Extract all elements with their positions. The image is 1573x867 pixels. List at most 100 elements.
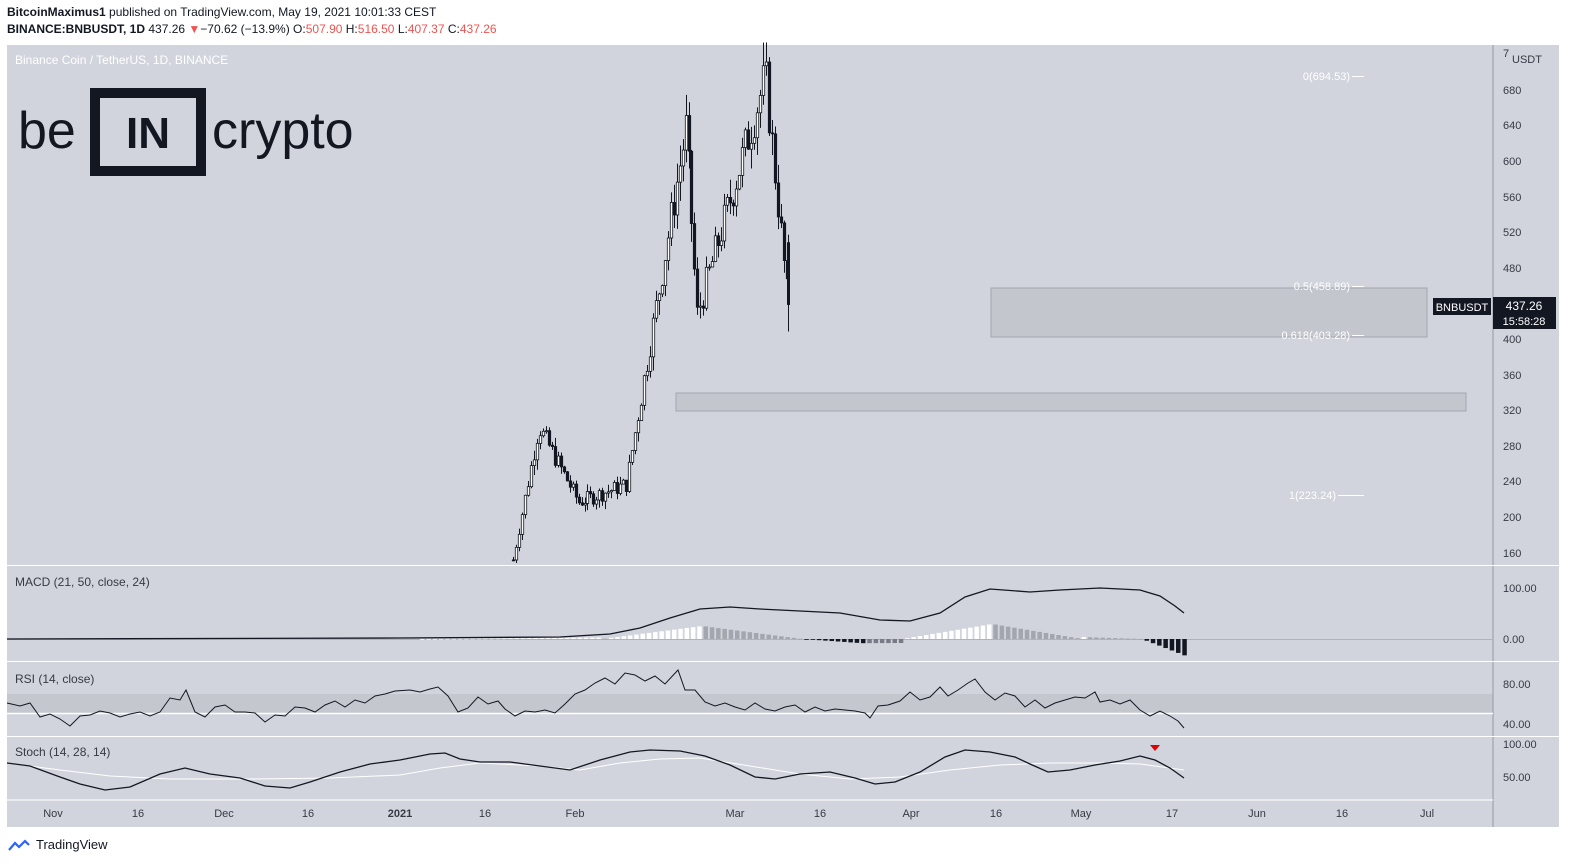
candle-body <box>734 188 739 207</box>
macd-bar <box>974 626 979 639</box>
price-tick: 360 <box>1503 370 1521 382</box>
macd-bar <box>911 637 916 639</box>
macd-bar <box>697 626 702 639</box>
tradingview-logo-icon <box>8 838 30 851</box>
macd-bar <box>571 637 576 639</box>
candle-body <box>538 435 543 444</box>
macd-bar <box>451 638 456 640</box>
macd-bar <box>823 639 828 641</box>
candle-body <box>764 61 769 67</box>
macd-bar <box>772 635 778 639</box>
candle-body <box>731 202 736 207</box>
price-tick: 560 <box>1503 192 1521 204</box>
price-tick: 280 <box>1503 441 1521 453</box>
candle-body <box>707 266 712 269</box>
macd-bar <box>835 639 841 642</box>
ohlc-c-label: C: <box>447 22 460 36</box>
candle-body <box>782 222 787 262</box>
price-axis-unit-top: 7 <box>1503 48 1509 60</box>
rsi-title: RSI (14, close) <box>15 672 94 686</box>
candle-body <box>645 370 650 377</box>
price-tick: 320 <box>1503 405 1521 417</box>
macd-bar <box>1043 632 1049 639</box>
macd-bar <box>1144 639 1149 641</box>
macd-bar <box>1163 639 1168 649</box>
macd-bar <box>716 628 721 639</box>
rsi-line <box>6 669 1185 729</box>
candle-body <box>710 261 715 268</box>
candle-body <box>577 496 582 504</box>
ohlc-high: 516.50 <box>357 22 395 36</box>
candle-body <box>544 430 549 433</box>
rsi-tick-80: 80.00 <box>1503 679 1531 691</box>
footer[interactable]: TradingView <box>8 837 108 852</box>
macd-bar <box>898 639 904 644</box>
macd-bar <box>1012 627 1017 639</box>
macd-bar <box>722 628 727 639</box>
price-tick: 200 <box>1503 512 1521 524</box>
macd-histogram <box>420 624 1187 656</box>
stoch-tick-100: 100.00 <box>1503 739 1537 751</box>
time-tick: 16 <box>1336 808 1348 820</box>
macd-bar <box>785 637 790 639</box>
candle-body-current <box>787 242 790 305</box>
macd-bar <box>539 638 545 639</box>
candle-body <box>562 466 567 473</box>
macd-bar <box>470 638 475 640</box>
candle-body <box>627 461 632 492</box>
macd-bar <box>527 638 532 639</box>
macd-bar <box>703 626 708 639</box>
time-tick: 16 <box>302 808 314 820</box>
candle-body <box>606 491 611 494</box>
candle-body <box>657 293 662 302</box>
support-zone-lower <box>675 392 1467 412</box>
candlestick-series <box>511 42 790 563</box>
macd-bar <box>602 638 608 640</box>
macd-bar <box>879 639 885 644</box>
candle-body <box>621 479 626 485</box>
macd-bar <box>760 633 765 639</box>
macd-bar <box>609 637 614 639</box>
candle-body <box>698 305 703 308</box>
macd-bar <box>634 634 639 639</box>
candle-body <box>681 149 686 167</box>
price-axis: 7 USDT 680 640 600 560 520 480 400 360 3… <box>1503 48 1542 560</box>
macd-bar <box>1037 631 1042 639</box>
logo-text-be: be <box>18 102 76 160</box>
support-zone-upper <box>990 287 1428 338</box>
logo-bracket-left <box>90 88 110 176</box>
candle-body <box>678 165 683 183</box>
candle-body <box>588 491 593 495</box>
macd-bar <box>1056 635 1061 639</box>
macd-bar <box>483 638 488 640</box>
price-badge-symbol: BNBUSDT <box>1436 302 1489 314</box>
macd-bar <box>886 639 891 644</box>
price-change: −70.62 (−13.9%) <box>200 22 290 36</box>
macd-bar <box>590 637 595 639</box>
macd-bar <box>520 638 526 639</box>
candle-body <box>636 420 641 434</box>
macd-bar <box>577 637 582 639</box>
stoch-signal-line <box>6 757 1185 780</box>
macd-bar <box>999 625 1005 639</box>
macd-bar <box>1100 637 1105 639</box>
ohlc-open: 507.90 <box>305 22 343 36</box>
candle-body <box>687 115 692 152</box>
candle-body <box>758 95 763 114</box>
header-line-1: BitcoinMaximus1 published on TradingView… <box>7 5 436 19</box>
macd-bar <box>564 637 570 639</box>
rsi-band <box>7 694 1493 714</box>
macd-bar <box>476 638 482 640</box>
candle-body <box>728 197 733 204</box>
macd-bar <box>848 639 853 643</box>
author-name[interactable]: BitcoinMaximus1 <box>7 5 106 19</box>
macd-bar <box>420 639 425 640</box>
candle-body <box>648 356 653 372</box>
macd-bar <box>949 630 954 639</box>
fib-levels: 0(694.53) 0.5(458.89) 0.618(403.28) 1(22… <box>1282 71 1364 502</box>
time-tick: 16 <box>479 808 491 820</box>
macd-tick-100: 100.00 <box>1503 583 1537 595</box>
ohlc-o-label: O: <box>293 22 306 36</box>
macd-bar <box>798 638 803 640</box>
